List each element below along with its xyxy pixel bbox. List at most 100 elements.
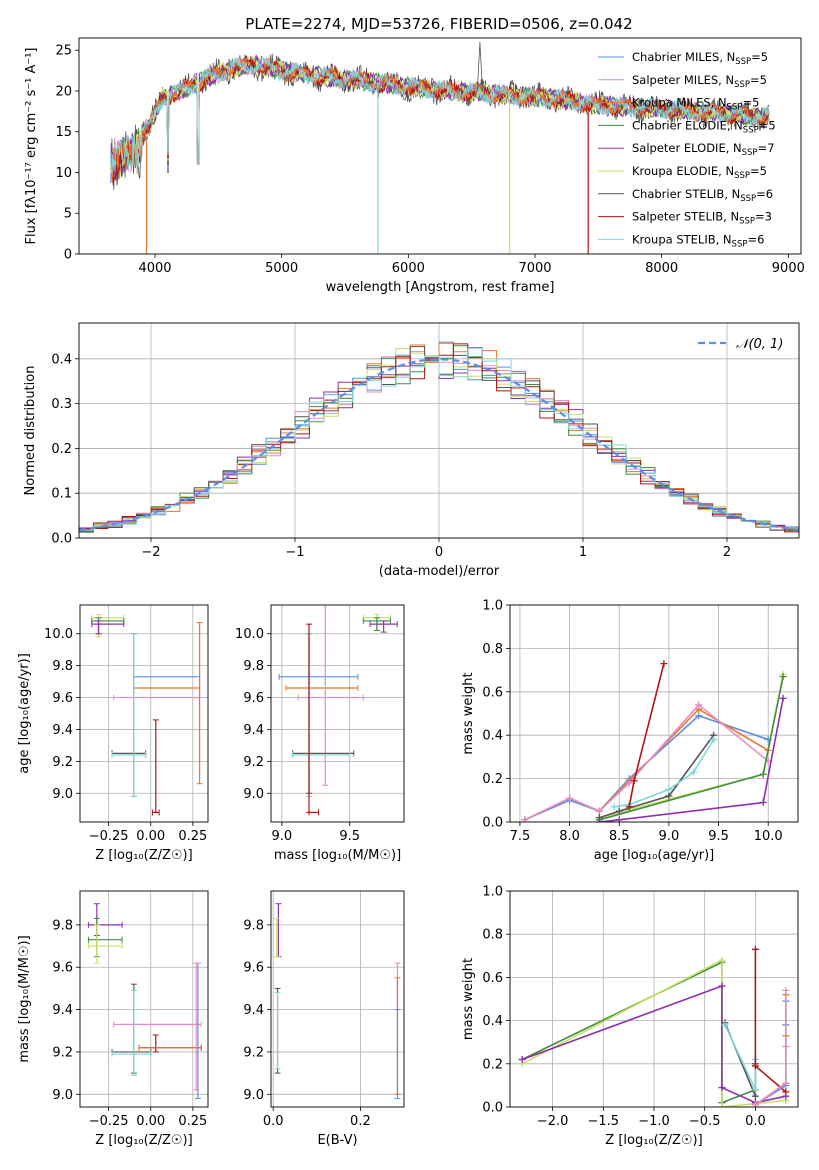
mass_vs_Z-plot-area [87,903,202,1100]
mass_vs_Z-point-kroupa_stelib [111,990,152,1076]
residual-hist-kroupa_stelib [79,347,799,531]
mass_vs_EBV-ytick-label: 9.6 [243,961,264,976]
mass_vs_EBV-xtick-label: 0.0 [263,1114,284,1129]
age_vs_mass-xtick-label: 9.0 [272,829,293,844]
weight_vs_age-plot-area [521,660,787,822]
weight_vs_Z-marker [751,1092,759,1100]
mass_vs_Z-ytick-label: 9.2 [52,1045,73,1060]
legend-label-kroupa_miles: Kroupa MILES, NSSP=5 [632,96,759,113]
residuals-plot-area [79,341,799,533]
mass_vs_Z-frame [79,890,209,1108]
spectrum-xtick-label: 7000 [518,261,551,276]
mass_vs_EBV-ytick-label: 9.4 [243,1003,264,1018]
weight_vs_age-marker [610,803,618,811]
weight_vs_Z-axes: −2.0 −1.5 −1.0 −0.5 0.0 0.0 0.2 0.4 0.6 0.8 1.0 Z [… [461,885,798,1148]
spectrum-ytick-label: 10 [55,166,72,181]
age_vs_Z-point-kroupa_stelib [111,633,147,797]
age_vs_mass-point-salpeter_elodie [369,620,398,633]
weight_vs_age-series-salpeter_miles [524,703,769,821]
weight_vs_age-marker [625,779,633,787]
age_vs_Z-xtick-label: 0.00 [136,829,165,844]
spectrum-xtick-label: 8000 [645,261,678,276]
mass_vs_EBV-ytick-label: 9.8 [243,918,264,933]
age_vs_mass-point-salpeter_stelib [306,623,319,816]
weight_vs_age-marker [759,798,767,806]
residuals-ytick-label: 0.4 [51,352,72,367]
spectrum-plot-area [110,42,770,254]
residuals-xtick-label: 1 [579,545,587,560]
weight_vs_Z-marker [751,1101,759,1107]
weight_vs_age-series-chabrier_stelib [599,734,715,819]
weight_vs_age-marker [695,701,703,709]
mass_vs_Z-point-kroupa_miles [138,1044,202,1051]
weight_vs_Z-marker [718,1084,726,1092]
weight_vs_Z-marker [782,1043,790,1051]
age_vs_Z-xtick-label: 0.25 [178,829,207,844]
weight_vs_Z-xtick-label: −0.5 [689,1114,721,1129]
weight_vs_age-marker [521,816,529,822]
residuals-ytick-label: 0.3 [51,397,72,412]
age_vs_mass-xtick-label: 9.5 [339,829,360,844]
residual-legend-label: 𝒩(0, 1) [736,337,783,352]
age_vs_mass-plot-area [278,605,398,816]
weight_vs_Z-ytick-label: 0.6 [482,971,503,986]
spectrum-xtick-label: 5000 [265,261,298,276]
weight_vs_age-ylabel: mass weight [461,672,476,754]
weight_vs_age-series-salpeter_elodie [599,698,784,822]
residuals-xtick-label: 0 [435,545,443,560]
mass_vs_Z-xtick-label: 0.25 [178,1114,207,1129]
weight_vs_age-marker [660,660,668,668]
age_vs_Z-point-salpeter_elodie [91,620,125,635]
mass_vs_EBV-ytick-label: 9.0 [243,1088,264,1103]
residuals-ytick-label: 0.0 [51,532,72,547]
mass_vs_EBV-ytick-label: 9.2 [243,1045,264,1060]
mass_vs_EBV-frame [270,890,405,1108]
weight_vs_Z-marker [782,1088,790,1096]
spectrum-ytick-label: 20 [55,84,72,99]
weight_vs_age-xtick-label: 10.0 [754,829,783,844]
age_vs_mass-axes: 9.0 9.5 9.0 9.2 9.4 9.6 9.8 10.0 mass [log₁₀(M/M… [235,605,404,863]
weight_vs_Z-marker [518,1055,526,1063]
age_vs_mass-frame [270,604,405,823]
weight_vs_Z-ylabel: mass weight [461,958,476,1040]
age_vs_mass-xlabel: mass [log₁₀(M/M☉)] [274,848,401,863]
spectrum-line-kroupa_miles [110,57,770,183]
age_vs_Z-ytick-label: 9.4 [52,723,73,738]
age_vs_Z-ylabel: age [log₁₀(age/yr)] [17,653,32,774]
weight_vs_age-marker [695,712,703,720]
legend-label-chabrier_elodie: Chabrier ELODIE, NSSP=5 [632,118,776,135]
mass_vs_Z-point-kroupa_elodie [87,924,123,964]
age_vs_Z-point-kroupa_miles [196,622,203,785]
weight_vs_age-marker [595,807,603,815]
spectrum-legend: Chabrier MILES, NSSP=5 Salpeter MILES, NS… [598,50,776,249]
weight_vs_age-frame [509,604,799,823]
weight_vs_Z-marker [751,1062,759,1070]
weight_vs_Z-xtick-label: 0.0 [745,1114,766,1129]
spectrum-spike-halpha [476,42,483,92]
age_vs_Z-ytick-label: 9.6 [52,691,73,706]
mass_vs_Z-ylabel: mass [log₁₀(M/M☉)] [17,935,32,1062]
legend-label-kroupa_stelib: Kroupa STELIB, NSSP=6 [632,232,764,249]
age_vs_Z-ytick-label: 9.8 [52,659,73,674]
weight_vs_age-marker [615,816,623,822]
age_vs_mass-ytick-label: 9.4 [243,723,264,738]
weight_vs_age-marker [665,785,673,793]
weight_vs_Z-xtick-label: −1.5 [588,1114,620,1129]
age_vs_Z-point-salpeter_stelib [151,719,160,816]
mass_vs_EBV-plot-area [273,903,401,1100]
spectrum-axes: 4000 5000 6000 7000 8000 9000 0 5 10 15 20 25 wavele… [24,44,805,295]
legend-label-chabrier_stelib: Chabrier STELIB, NSSP=6 [632,187,773,204]
weight_vs_Z-marker [782,1079,790,1087]
weight_vs_age-marker [690,768,698,776]
spectrum-xtick-label: 6000 [392,261,425,276]
weight_vs_Z-ytick-label: 0.4 [482,1014,503,1029]
residuals-ytick-label: 0.1 [51,487,72,502]
spectrum-xlabel: wavelength [Angstrom, rest frame] [326,280,555,295]
mass_vs_Z-ytick-label: 9.0 [52,1088,73,1103]
weight_vs_age-axes: 7.5 8.0 8.5 9.0 9.5 10.0 0.0 0.2 0.4 0.6 0.8 1.0 age… [461,599,798,863]
age_vs_Z-ytick-label: 10.0 [44,627,73,642]
spectrum-xtick-label: 9000 [772,261,805,276]
weight_vs_age-xlabel: age [log₁₀(age/yr)] [594,848,715,863]
weight_vs_age-marker [779,673,787,681]
